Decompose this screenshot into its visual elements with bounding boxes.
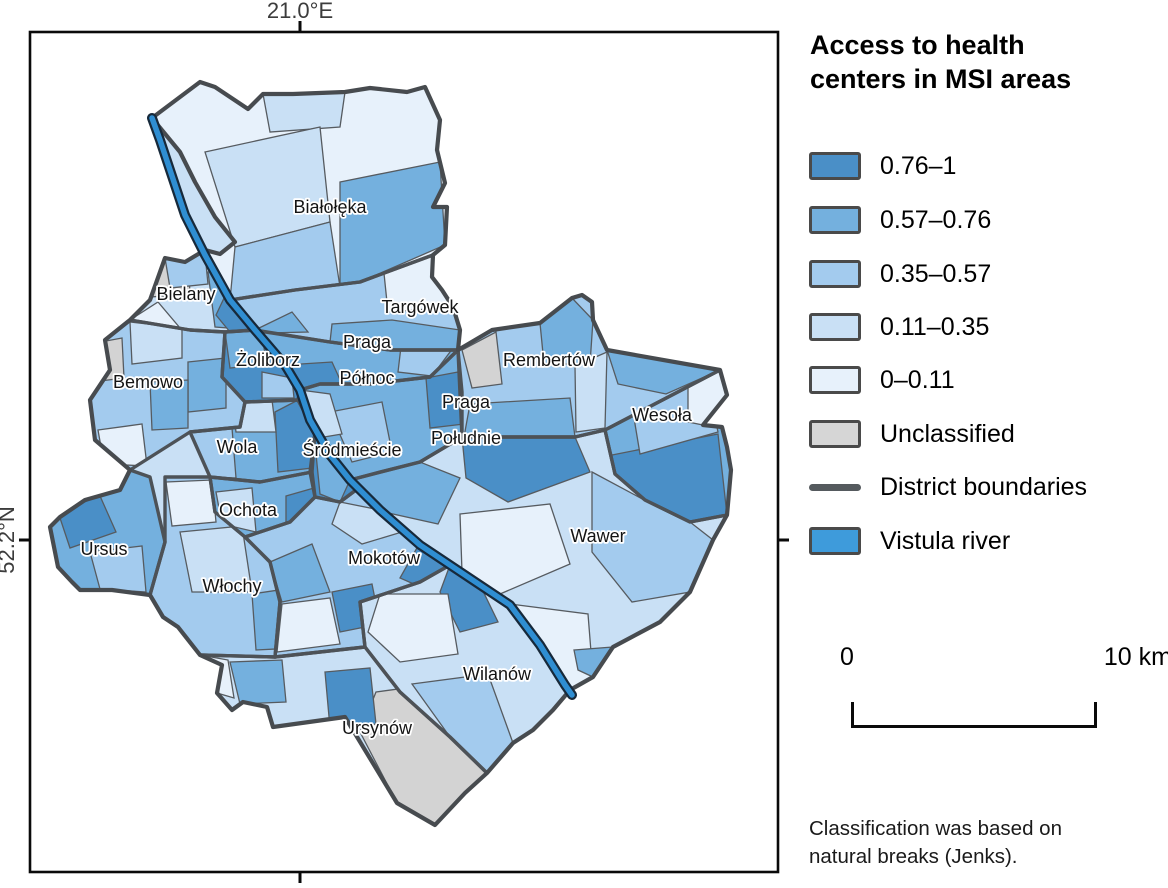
classification-note: Classification was based on natural brea… [809,815,1062,871]
msi-area [229,659,287,705]
msi-area [262,91,346,133]
district-label: Bemowo [113,372,183,392]
district-15 [50,470,165,595]
latitude-tick-label: 52.2°N [0,506,19,574]
msi-area [463,397,576,437]
district-label: Targówek [381,297,459,317]
msi-area [425,371,462,429]
legend-title-line2: centers in MSI areas [810,64,1072,94]
class-2-label: 0.57–0.76 [880,206,992,234]
district-label: Śródmieście [302,439,401,460]
class-4-swatch [809,313,861,341]
class-4-label: 0.11–0.35 [880,313,990,341]
msi-area [276,597,341,653]
district-10 [605,370,731,522]
district-label: Ursus [80,539,127,559]
msi-area [459,503,571,595]
msi-area [574,350,608,433]
unclassified-swatch [809,420,861,448]
class-5-label: 0–0.11 [880,366,955,394]
district-label: Wesoła [632,405,693,425]
msi-area [329,319,460,350]
district-boundaries-swatch [809,484,861,491]
district-9 [458,295,720,437]
district-8 [300,350,462,480]
class-5-swatch [809,366,861,394]
class-1-swatch [809,152,861,180]
class-3-label: 0.35–0.57 [880,260,992,288]
msi-area [187,357,227,413]
district-label: Włochy [202,576,261,596]
district-label: Ochota [219,500,278,520]
district-11 [350,430,727,690]
msi-area [324,667,377,729]
district-label: Żoliborz [236,350,300,370]
district-label: Rembertów [503,350,596,370]
district-label: Bielany [156,284,215,304]
district-label: Wawer [570,526,625,546]
class-2-swatch [809,206,861,234]
district-label: Ursynów [342,718,413,738]
scalebar-distance-label: 10 km [1103,643,1168,671]
classification-note-line2: natural breaks (Jenks). [809,845,1018,868]
legend-title: Access to health centers in MSI areas [810,28,1071,96]
msi-area [367,593,459,663]
map-frame [28,30,780,874]
msi-area [339,161,446,288]
msi-area [149,379,189,431]
district-label: Białołęka [293,197,367,217]
msi-area [329,401,393,463]
legend-panel: Access to health centers in MSI areas 0.… [806,0,1168,888]
district-16 [150,477,280,657]
district-boundaries-label: District boundaries [880,473,1088,501]
unclassified-label: Unclassified [880,420,1015,448]
district-label: Praga Południe [431,392,501,448]
msi-area [165,479,217,527]
district-label: Mokotów [348,548,421,568]
district-label: Praga Północ [339,332,394,388]
legend-title-line1: Access to health [810,30,1025,60]
msi-area [261,371,295,399]
district-label: Wola [217,437,259,457]
district-label: Wilanów [463,664,532,684]
msi-area [97,423,148,467]
msi-area [89,545,147,593]
scalebar [851,702,1097,728]
msi-area [461,330,503,389]
scalebar-zero-label: 0 [840,643,854,671]
classification-note-line1: Classification was based on [809,817,1062,840]
vistula-river [149,115,575,698]
class-3-swatch [809,260,861,288]
longitude-tick-label: 21.0°E [267,0,333,23]
msi-area [179,525,253,593]
city-outline [47,79,734,828]
vistula-river-label: Vistula river [880,527,1011,555]
class-1-label: 0.76–1 [880,152,957,180]
vistula-river-swatch [809,527,861,555]
